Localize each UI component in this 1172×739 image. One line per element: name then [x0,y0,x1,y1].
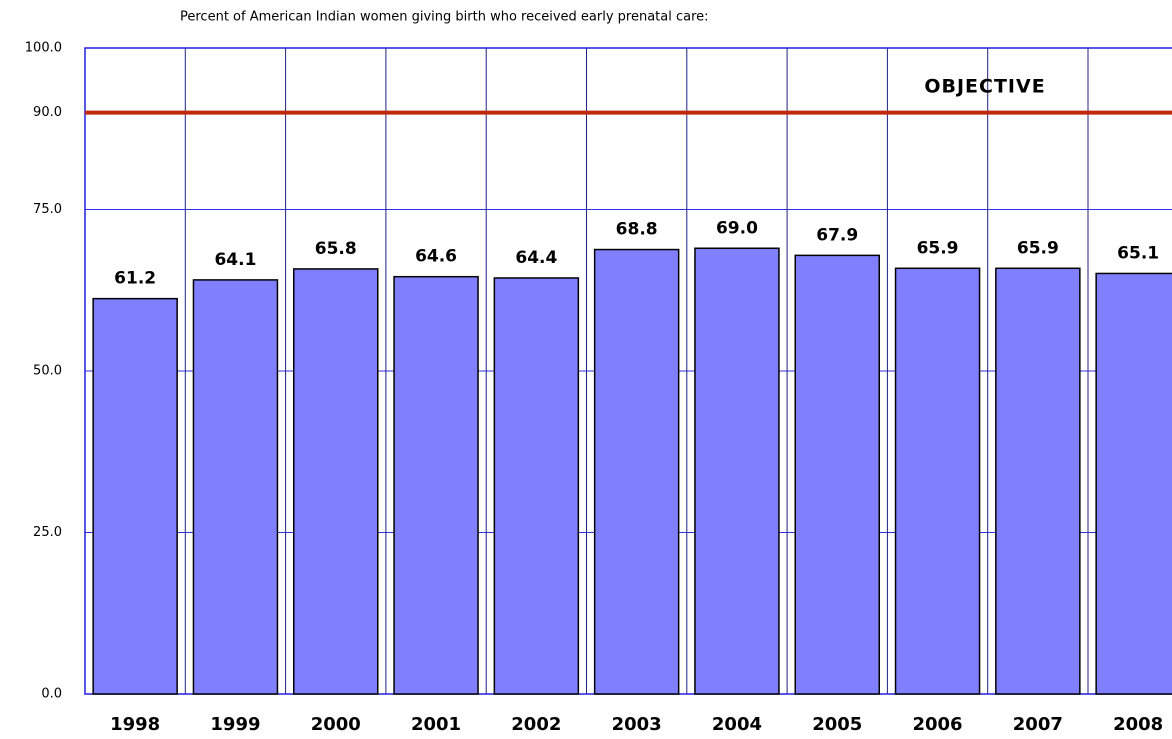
data-label: 68.8 [616,220,658,240]
data-label: 64.4 [515,248,557,268]
x-tick-label: 2002 [511,714,561,735]
data-label: 69.0 [716,218,758,238]
bar [493,277,580,695]
bar [995,267,1081,695]
x-tick-label: 1999 [210,714,260,735]
bar [393,275,479,695]
data-label: 65.9 [917,238,959,258]
data-label: 65.8 [315,239,357,259]
data-label: 64.6 [415,247,457,267]
data-label: 65.1 [1117,243,1159,263]
bar [293,268,379,695]
bar [593,248,680,695]
bar [192,279,279,695]
bar [1095,272,1172,695]
x-tick-label: 2001 [411,714,461,735]
y-tick-label: 100.0 [25,41,62,56]
y-tick-label: 0.0 [41,687,62,702]
x-tick-label: 2003 [612,714,662,735]
bar [92,297,178,695]
bar [794,254,880,695]
data-label: 65.9 [1017,238,1059,258]
bar [694,247,780,695]
x-tick-label: 2004 [712,714,762,735]
y-tick-label: 50.0 [33,364,62,379]
x-tick-label: 2008 [1113,714,1163,735]
x-tick-label: 2000 [311,714,361,735]
data-label: 64.1 [214,250,256,270]
x-tick-label: 1998 [110,714,160,735]
x-tick-label: 2005 [812,714,862,735]
data-label: 67.9 [816,225,858,245]
y-tick-label: 25.0 [33,525,62,540]
bar [894,267,981,695]
y-tick-label: 75.0 [33,202,62,217]
x-tick-label: 2007 [1013,714,1063,735]
chart-title: Percent of American Indian women giving … [180,10,709,25]
x-tick-label: 2006 [912,714,962,735]
y-tick-label: 90.0 [33,105,62,120]
objective-label: OBJECTIVE [924,76,1045,98]
data-label: 61.2 [114,269,156,289]
